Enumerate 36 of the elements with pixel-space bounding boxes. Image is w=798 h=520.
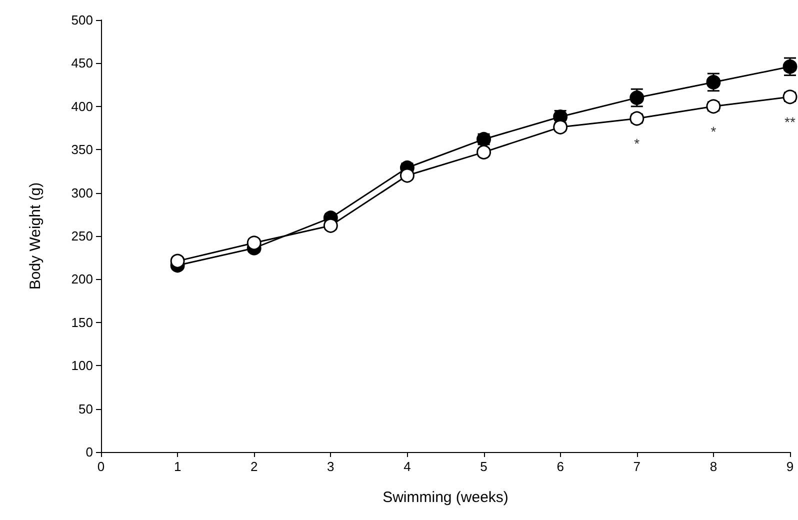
y-tick-label: 450 bbox=[71, 56, 93, 71]
y-tick-label: 250 bbox=[71, 228, 93, 244]
y-tick-label: 100 bbox=[71, 358, 93, 374]
point bbox=[323, 218, 338, 233]
y-tick-label: 0 bbox=[86, 444, 93, 460]
point bbox=[553, 120, 568, 134]
x-tick-label: 6 bbox=[556, 459, 564, 474]
x-tick-label: 0 bbox=[97, 459, 105, 474]
point bbox=[782, 90, 798, 104]
point bbox=[476, 144, 492, 160]
annotation: * bbox=[710, 123, 717, 140]
x-tick-label: 3 bbox=[327, 459, 334, 474]
annotation: * bbox=[634, 135, 640, 152]
x-tick-label: 9 bbox=[786, 459, 794, 474]
point bbox=[782, 59, 798, 74]
point bbox=[630, 90, 644, 106]
y-tick-label: 200 bbox=[71, 272, 93, 287]
y-tick-label: 150 bbox=[71, 314, 93, 330]
x-tick-label: 1 bbox=[174, 459, 182, 474]
x-axis-title: Swimming (weeks) bbox=[382, 489, 508, 506]
x-tick-label: 2 bbox=[250, 459, 258, 474]
x-tick-label: 7 bbox=[633, 459, 641, 474]
x-tick-label: 4 bbox=[404, 459, 411, 474]
point bbox=[400, 168, 414, 183]
annotation: ** bbox=[784, 114, 796, 130]
point bbox=[170, 254, 185, 268]
y-tick-label: 500 bbox=[71, 12, 93, 28]
y-tick-label: 400 bbox=[71, 98, 93, 114]
point bbox=[706, 74, 721, 90]
y-tick-label: 350 bbox=[71, 142, 93, 158]
y-tick-label: 50 bbox=[78, 401, 93, 416]
y-axis-title: Body Weight (g) bbox=[27, 182, 44, 290]
x-tick-label: 5 bbox=[480, 459, 488, 474]
point bbox=[246, 236, 262, 250]
x-tick-label: 8 bbox=[710, 459, 718, 474]
y-tick-label: 300 bbox=[71, 185, 93, 200]
